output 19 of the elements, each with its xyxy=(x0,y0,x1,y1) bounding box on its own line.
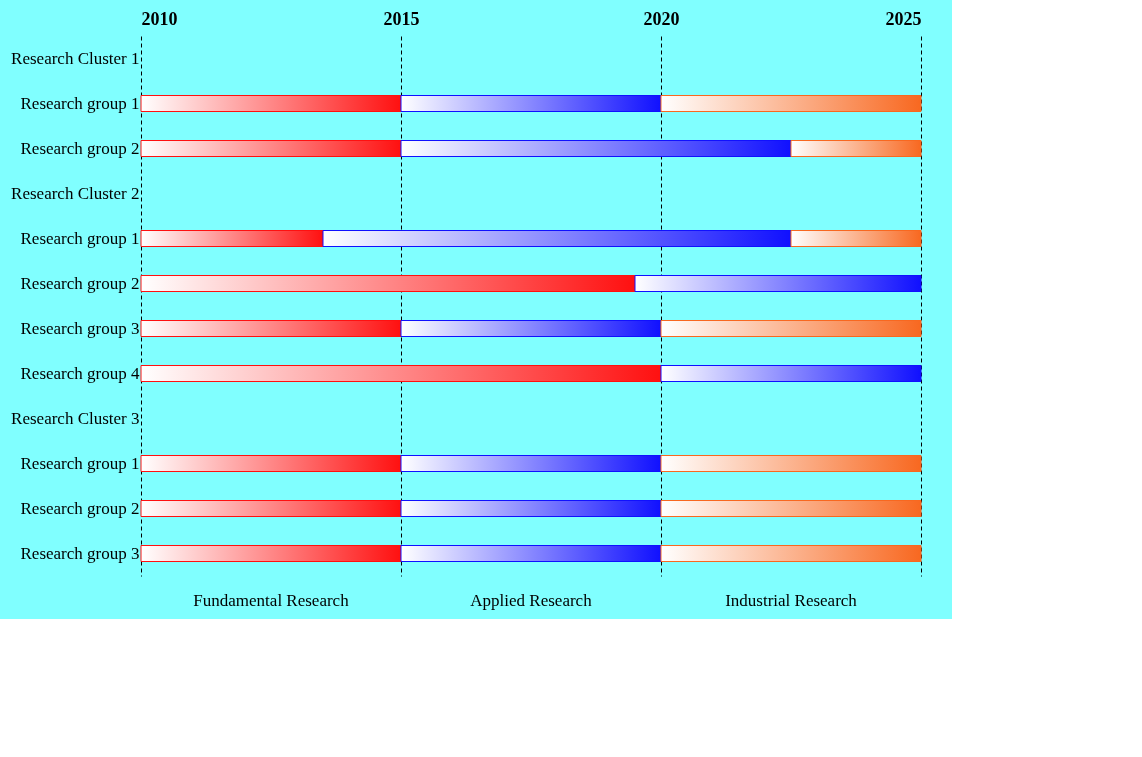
y-tick-label: Research Cluster 3 xyxy=(11,408,140,428)
y-tick-label: Research Cluster 1 xyxy=(11,48,140,68)
series-label: Applied Research xyxy=(470,591,593,610)
y-tick-label: Research group 2 xyxy=(20,138,140,158)
y-tick-label: Research group 4 xyxy=(20,363,140,383)
y-tick-label: Research group 2 xyxy=(20,498,140,518)
y-tick-label: Research group 1 xyxy=(20,453,140,473)
series-label: Fundamental Research xyxy=(193,591,350,610)
x-tick-label: 2015 xyxy=(383,8,420,29)
x-tick-label: 2010 xyxy=(141,8,178,29)
y-tick-label: Research group 3 xyxy=(20,543,140,563)
x-tick-label: 2025 xyxy=(885,8,922,29)
series-label: Industrial Research xyxy=(725,591,858,610)
y-tick-label: Research group 3 xyxy=(20,318,140,338)
y-tick-label: Research Cluster 2 xyxy=(11,183,140,203)
y-tick-label: Research group 1 xyxy=(20,228,140,248)
y-tick-label: Research group 1 xyxy=(20,93,140,113)
x-tick-label: 2020 xyxy=(643,8,680,29)
y-tick-label: Research group 2 xyxy=(20,273,140,293)
